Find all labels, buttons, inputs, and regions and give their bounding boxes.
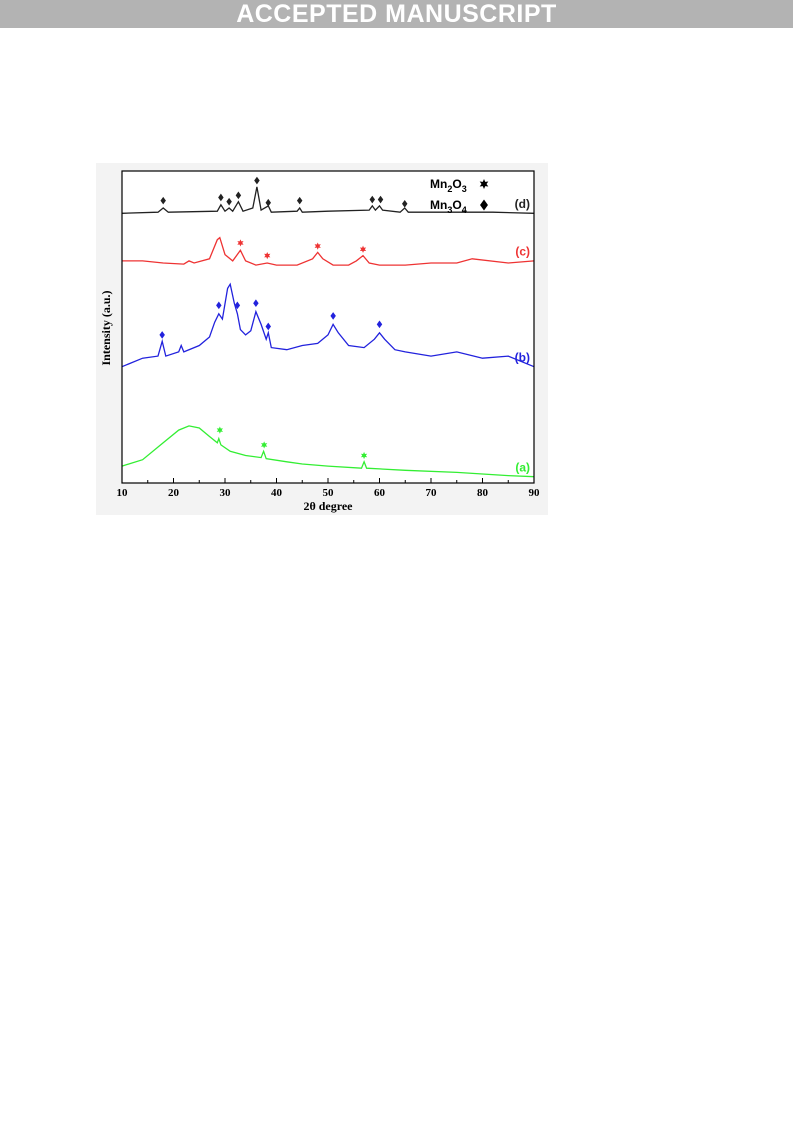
legend-formula-sub2: 3 <box>462 184 467 194</box>
legend-formula-sub2: 4 <box>462 205 467 215</box>
xrd-figure: (a) (b) (c) (d) 10 20 30 40 50 60 70 80 90 Mn2O3 Mn3… <box>96 163 548 520</box>
legend-formula-mid: O <box>452 198 461 212</box>
axes-layer: 10 20 30 40 50 60 70 80 90 <box>117 170 541 499</box>
x-tick-label: 10 <box>117 487 129 499</box>
diamond-marker-b <box>265 322 271 331</box>
legend-star-icon <box>479 179 489 189</box>
legend-diamond-icon <box>480 199 488 211</box>
accepted-manuscript-banner: ACCEPTED MANUSCRIPT <box>0 0 793 28</box>
plot-area <box>122 171 534 483</box>
series-label-a: (a) <box>515 460 530 474</box>
legend-formula-sub1: 3 <box>447 205 452 215</box>
x-tick-label: 30 <box>220 487 232 499</box>
banner-text: ACCEPTED MANUSCRIPT <box>236 0 557 28</box>
diamond-marker-b <box>159 331 165 339</box>
x-tick-label: 50 <box>323 487 335 499</box>
legend-formula-mid: O <box>452 177 461 191</box>
x-tick-label: 90 <box>529 487 541 499</box>
legend-label-0: Mn2O3 <box>430 177 467 194</box>
diamond-marker-d <box>160 196 166 205</box>
diamond-marker-b <box>376 320 383 329</box>
star-marker-a <box>216 426 223 434</box>
legend-formula-label_main: Mn <box>430 177 447 191</box>
legend-formula-label_main: Mn <box>430 198 447 212</box>
diamond-marker-d <box>401 199 408 208</box>
legend-label-1: Mn3O4 <box>430 198 467 215</box>
diamond-marker-d <box>296 196 303 205</box>
diamond-marker-b <box>234 301 241 310</box>
x-tick-label: 40 <box>271 487 283 499</box>
star-marker-c <box>314 242 321 250</box>
xrd-chart: (a)(b)(c)(d) 10 20 30 40 50 60 70 80 90 Mn2O3Mn3… <box>96 163 548 515</box>
star-marker-c <box>237 239 244 247</box>
x-tick-label: 70 <box>426 487 438 499</box>
diamond-marker-b <box>216 301 222 310</box>
x-tick-label: 60 <box>374 487 386 499</box>
x-axis-label: 2θ degree <box>303 499 353 513</box>
series-label-c: (c) <box>515 245 530 259</box>
series-line-b <box>121 282 535 368</box>
star-marker-a <box>360 451 368 460</box>
series-line-c <box>122 236 535 266</box>
star-marker-a <box>261 441 268 449</box>
diamond-marker-d <box>235 191 242 200</box>
series-label-b: (b) <box>515 350 530 364</box>
diamond-marker-d <box>254 176 260 185</box>
x-tick-label: 80 <box>477 487 489 499</box>
series-label-d: (d) <box>515 197 530 211</box>
series-line-a <box>121 425 535 478</box>
series-layer: (a) (b) (c) (d) <box>121 186 535 478</box>
diamond-marker-d <box>377 195 384 204</box>
series-line-d <box>121 186 535 214</box>
legend-formula-sub1: 2 <box>447 184 452 194</box>
x-tick-label: 20 <box>168 487 180 499</box>
star-marker-c <box>264 252 271 260</box>
y-axis-label: Intensity (a.u.) <box>99 290 113 365</box>
star-marker-c <box>359 245 367 253</box>
